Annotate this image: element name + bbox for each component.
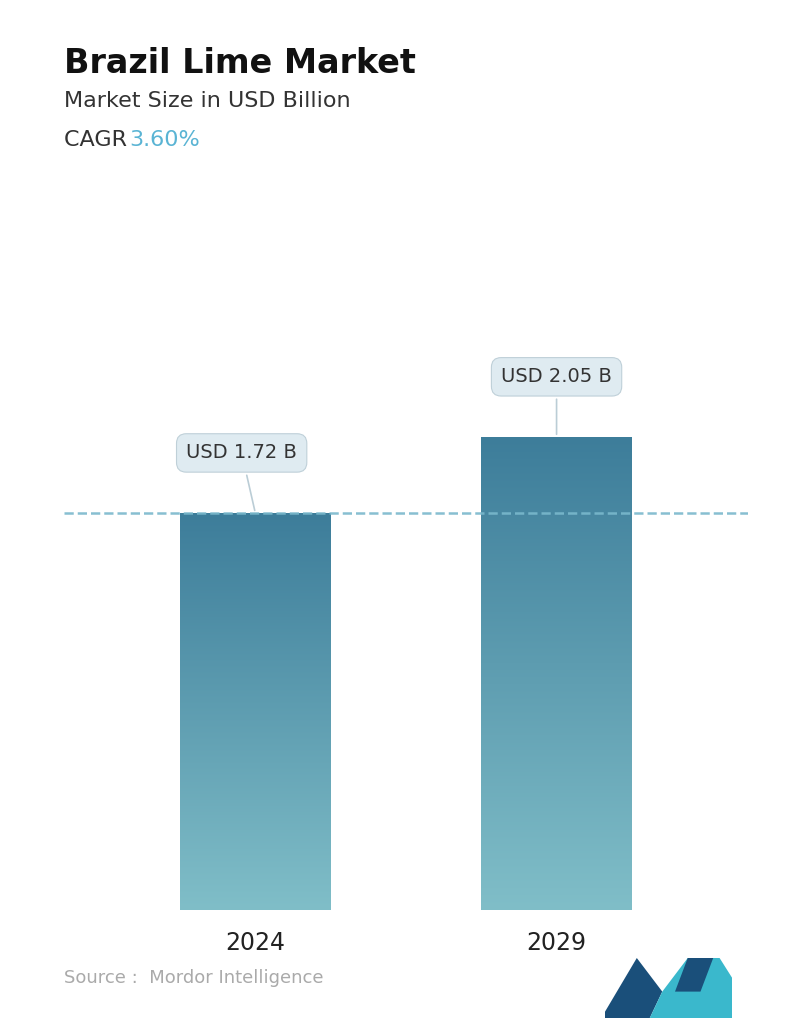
Text: Brazil Lime Market: Brazil Lime Market [64, 47, 416, 80]
Text: Market Size in USD Billion: Market Size in USD Billion [64, 91, 350, 111]
Text: USD 1.72 B: USD 1.72 B [186, 444, 297, 511]
Text: CAGR: CAGR [64, 130, 134, 150]
Text: USD 2.05 B: USD 2.05 B [501, 367, 612, 434]
Text: 3.60%: 3.60% [129, 130, 200, 150]
Polygon shape [650, 957, 732, 1018]
Polygon shape [605, 957, 662, 1018]
Text: Source :  Mordor Intelligence: Source : Mordor Intelligence [64, 970, 323, 987]
Polygon shape [675, 957, 713, 992]
